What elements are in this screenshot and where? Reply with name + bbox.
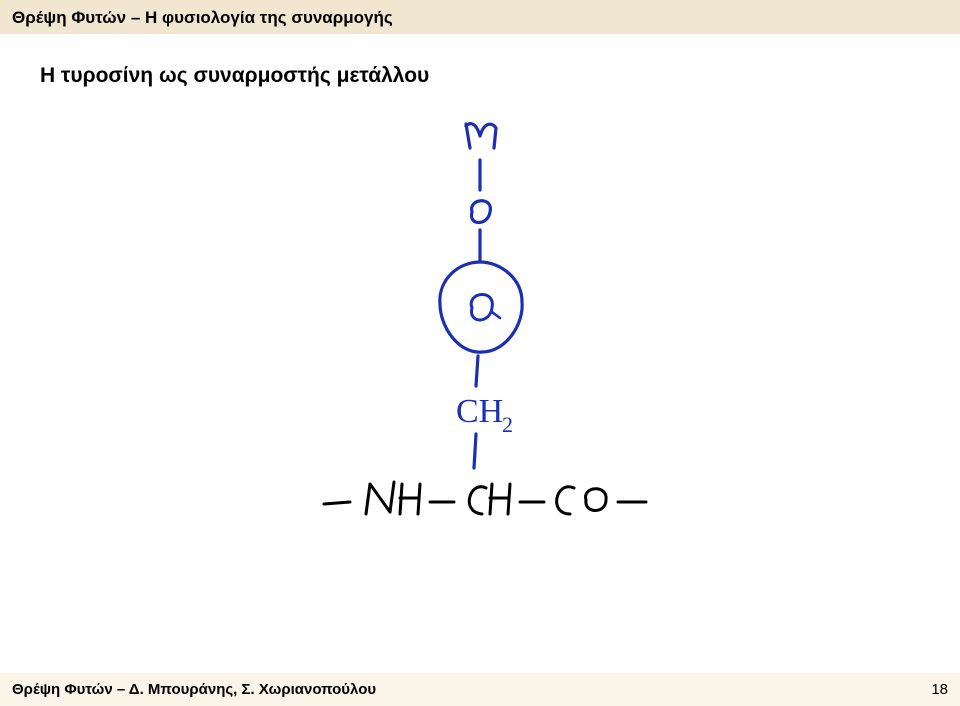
bond-ch2-ch [474,434,476,468]
bond-ring-ch2 [476,356,478,386]
ring-inner-o [471,294,492,320]
dash-left [324,502,350,504]
label-2: 2 [502,412,513,437]
diagram-area: CH 2 [0,98,960,592]
header-bar: Θρέψη Φυτών – Η φυσιολογία της συναρμογή… [0,0,960,34]
tyrosine-diagram: CH 2 [270,112,690,592]
m-stroke [466,124,496,148]
ch-c [469,487,486,514]
ch-h [490,484,510,514]
content-title-text: Η τυροσίνη ως συναρμοστής μετάλλου [40,64,429,87]
footer-bar: Θρέψη Φυτών – Δ. Μπουράνης, Σ. Χωριανοπο… [0,673,960,706]
nh-n [366,482,394,514]
nh-h [400,484,420,514]
benzene-ring [440,262,522,352]
label-M [466,124,496,148]
footer-text: Θρέψη Φυτών – Δ. Μπουράνης, Σ. Χωριανοπο… [12,681,376,698]
ring-inner-tick [492,312,500,318]
header-title: Θρέψη Φυτών – Η φυσιολογία της συναρμογή… [12,8,393,27]
co-o [586,489,607,511]
label-CH: CH [456,393,503,430]
footer-page: 18 [931,681,948,698]
content-title: Η τυροσίνη ως συναρμοστής μετάλλου [0,34,960,98]
co-c [557,487,574,514]
o-top [471,201,490,223]
